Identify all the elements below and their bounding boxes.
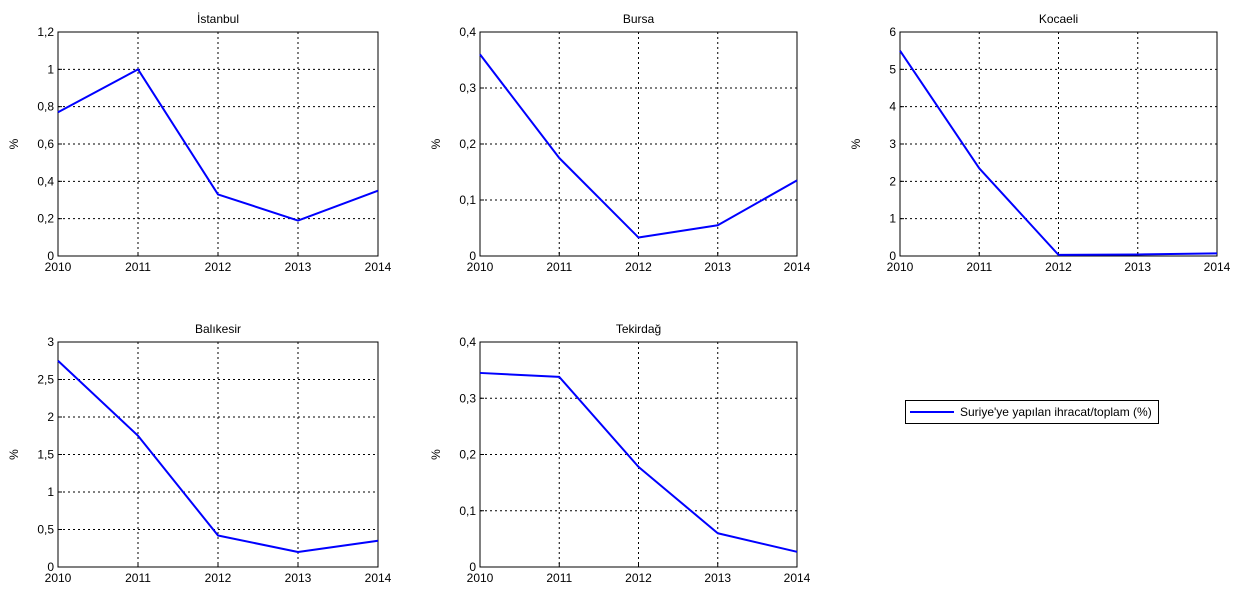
- y-axis-label: %: [429, 449, 443, 460]
- x-tick-label: 2013: [285, 260, 312, 274]
- y-tick-label: 1,5: [37, 448, 54, 462]
- x-tick-label: 2013: [285, 571, 312, 585]
- y-tick-label: 1,2: [37, 25, 54, 39]
- x-tick-label: 2012: [1045, 260, 1072, 274]
- y-tick-label: 4: [889, 100, 896, 114]
- x-tick-label: 2010: [45, 260, 72, 274]
- x-tick-label: 2014: [1204, 260, 1231, 274]
- y-tick-label: 0: [47, 249, 54, 263]
- x-tick-label: 2014: [784, 260, 811, 274]
- y-tick-label: 0,3: [459, 391, 476, 405]
- x-tick-label: 2013: [704, 260, 731, 274]
- y-tick-label: 0,4: [459, 25, 476, 39]
- x-tick-label: 2010: [467, 571, 494, 585]
- y-tick-label: 0: [469, 560, 476, 574]
- x-tick-label: 2010: [887, 260, 914, 274]
- y-tick-label: 0,3: [459, 81, 476, 95]
- y-tick-label: 0,5: [37, 523, 54, 537]
- legend: Suriye'ye yapılan ihracat/toplam (%): [905, 400, 1159, 424]
- y-tick-label: 0,4: [459, 335, 476, 349]
- chart-title: Bursa: [623, 12, 655, 26]
- y-tick-label: 0,4: [37, 174, 54, 188]
- x-tick-label: 2011: [125, 260, 151, 274]
- x-tick-label: 2012: [205, 260, 232, 274]
- y-axis-label: %: [849, 138, 863, 149]
- y-tick-label: 0,2: [37, 212, 54, 226]
- legend-label: Suriye'ye yapılan ihracat/toplam (%): [960, 405, 1152, 419]
- y-tick-label: 2: [47, 410, 54, 424]
- x-tick-label: 2013: [1124, 260, 1151, 274]
- y-tick-label: 1: [47, 485, 54, 499]
- y-tick-label: 0,1: [459, 504, 476, 518]
- plot-area-4: [479, 341, 798, 568]
- chart-title: Balıkesir: [195, 322, 241, 336]
- chart-title: Tekirdağ: [616, 322, 661, 336]
- x-tick-label: 2012: [625, 571, 652, 585]
- y-tick-label: 0: [469, 249, 476, 263]
- y-tick-label: 0,2: [459, 448, 476, 462]
- chart-title: İstanbul: [197, 12, 239, 26]
- y-tick-label: 0,2: [459, 137, 476, 151]
- x-tick-label: 2011: [546, 260, 572, 274]
- x-tick-label: 2014: [784, 571, 811, 585]
- x-tick-label: 2010: [467, 260, 494, 274]
- y-tick-label: 5: [889, 62, 896, 76]
- x-tick-label: 2012: [625, 260, 652, 274]
- y-tick-label: 2: [889, 174, 896, 188]
- y-axis-label: %: [7, 449, 21, 460]
- x-tick-label: 2011: [546, 571, 572, 585]
- x-tick-label: 2014: [365, 571, 392, 585]
- y-tick-label: 6: [889, 25, 896, 39]
- y-axis-label: %: [429, 138, 443, 149]
- y-tick-label: 2,5: [37, 373, 54, 387]
- y-tick-label: 0,8: [37, 100, 54, 114]
- x-tick-label: 2012: [205, 571, 232, 585]
- y-tick-label: 1: [889, 212, 896, 226]
- y-tick-label: 0: [889, 249, 896, 263]
- y-tick-label: 0,1: [459, 193, 476, 207]
- y-axis-label: %: [7, 138, 21, 149]
- y-tick-label: 0,6: [37, 137, 54, 151]
- x-tick-label: 2014: [365, 260, 392, 274]
- y-tick-label: 0: [47, 560, 54, 574]
- chart-title: Kocaeli: [1039, 12, 1078, 26]
- y-tick-label: 3: [47, 335, 54, 349]
- x-tick-label: 2013: [704, 571, 731, 585]
- x-tick-label: 2011: [966, 260, 992, 274]
- y-tick-label: 1: [47, 62, 54, 76]
- legend-line-swatch: [910, 411, 954, 413]
- x-tick-label: 2011: [125, 571, 151, 585]
- x-tick-label: 2010: [45, 571, 72, 585]
- y-tick-label: 3: [889, 137, 896, 151]
